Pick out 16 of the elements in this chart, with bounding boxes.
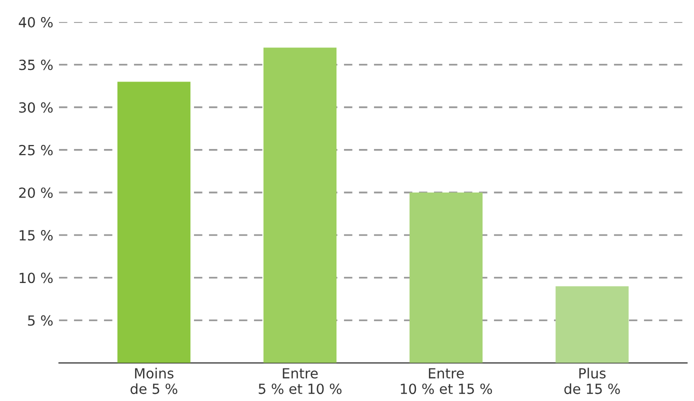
y-tick-label: 35 % [19,60,53,70]
bar [117,82,190,363]
bar [410,192,483,363]
y-tick-label: 15 % [20,230,53,241]
x-tick-label: Moins de 5 % [130,368,178,394]
bar [263,48,337,363]
y-tick-label: 10 % [20,272,53,284]
y-tick-label: 40 % [18,17,53,28]
bar [556,286,629,363]
y-tick-label: 5 % [28,315,53,326]
x-tick-label: Entre 5 % et 10 % [258,368,342,394]
y-tick-label: 25 % [19,144,53,156]
y-tick-label: 20 % [19,187,53,198]
y-tick-label: 30 % [19,102,53,113]
x-tick-label: Plus de 15 % [564,368,620,394]
x-tick-label: Entre 10 % et 15 % [400,368,492,394]
